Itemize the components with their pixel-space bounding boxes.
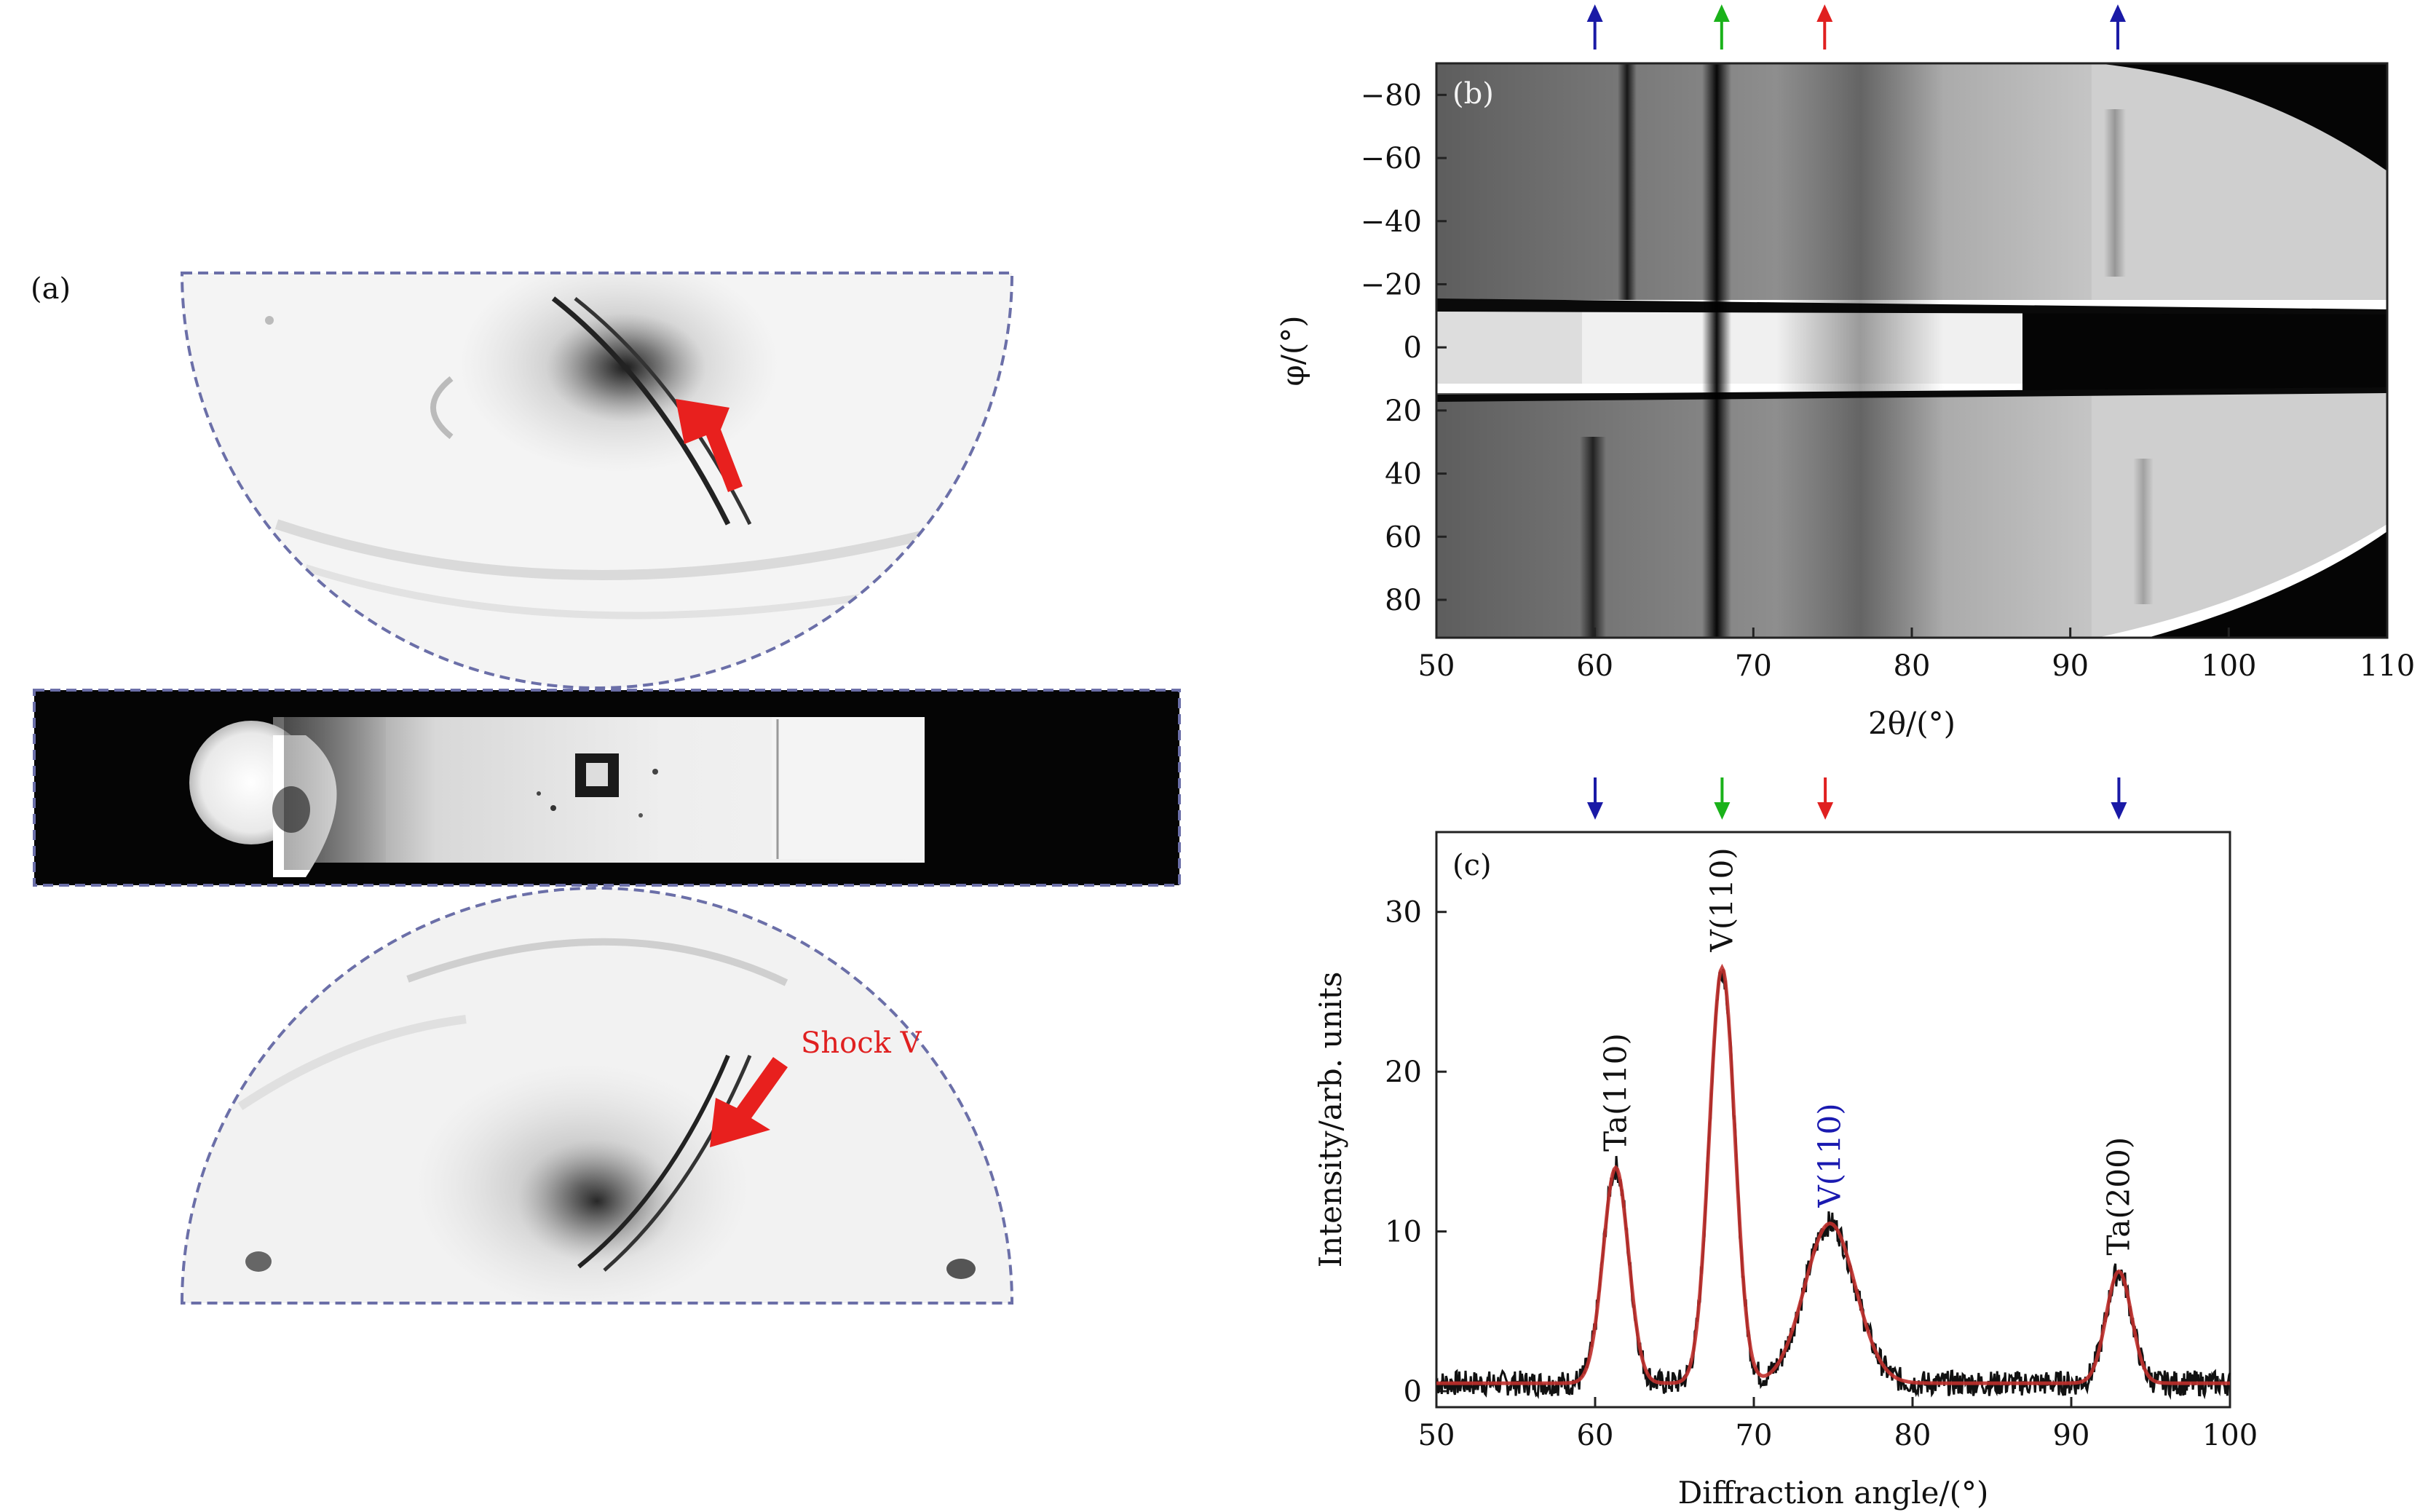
c-y-tick-label: 20 [1385, 1056, 1422, 1089]
panel-b-x-axis: 50 60 70 80 90 100 110 [1418, 628, 2415, 683]
panel-c-label: (c) [1452, 849, 1492, 882]
red-arrow-top [676, 399, 743, 492]
panel-c-peak-arrows [1587, 777, 2127, 820]
c-x-tick-label: 100 [2202, 1419, 2258, 1452]
panel-b-image [1436, 63, 2387, 638]
b-y-tick-label: 80 [1385, 584, 1422, 617]
b-y-tick-label: −40 [1361, 205, 1422, 239]
peak-label: Ta(110) [1597, 1033, 1633, 1152]
c-x-tick-label: 60 [1577, 1419, 1614, 1452]
c-x-tick-label: 50 [1418, 1419, 1455, 1452]
b-x-tick-label: 80 [1894, 649, 1931, 683]
panel-c-x-axis: 50 60 70 80 90 100 [1418, 1397, 2258, 1452]
panel-a-label: (a) [31, 272, 71, 306]
panel-b-y-axis: −80 −60 −40 −20 0 20 40 60 80 [1361, 79, 1447, 617]
panel-c-ylabel: Intensity/arb. units [1313, 972, 1348, 1268]
middle-detector-strip [33, 689, 1181, 887]
peak-arrow-up-head [1713, 4, 1730, 22]
bottom-diffraction-image [180, 887, 1014, 1310]
panel-b-2d-diffraction-map: (b) 50 60 70 80 90 100 110 −80 −60 −40 −20 0 20 40 60… [1275, 62, 2415, 741]
fit-profile-line [1436, 963, 2230, 1385]
peak-arrow-down-head [1714, 802, 1731, 820]
peak-arrow-down-head [2111, 802, 2127, 820]
b-x-tick-label: 90 [2052, 649, 2089, 683]
b-y-tick-label: −60 [1361, 142, 1422, 175]
peak-arrow-down-head [1817, 802, 1834, 820]
peak-label: Ta(200) [2100, 1137, 2136, 1256]
top-image-frame [180, 272, 1014, 689]
panel-c-xlabel: Diffraction angle/(°) [1678, 1475, 1989, 1511]
panel-a-detector-images: (a) [31, 272, 1181, 1310]
peak-label: V(110) [1704, 847, 1739, 952]
top-diffraction-image [180, 272, 1014, 689]
b-x-tick-label: 100 [2201, 649, 2256, 683]
panel-c-frame [1435, 831, 2231, 1409]
peak-label: V(110) [1812, 1103, 1848, 1208]
b-x-tick-label: 70 [1735, 649, 1772, 683]
panel-b-xlabel: 2θ/(°) [1868, 705, 1955, 741]
b-y-tick-label: 20 [1385, 395, 1422, 428]
bottom-image-frame [180, 887, 1014, 1305]
panel-b-label: (b) [1452, 77, 1494, 111]
b-x-tick-label: 60 [1576, 649, 1613, 683]
panel-b-ylabel: φ/(°) [1275, 315, 1310, 386]
c-y-tick-label: 10 [1385, 1216, 1422, 1249]
c-x-tick-label: 80 [1894, 1419, 1931, 1452]
red-arrow-bottom [710, 1057, 788, 1147]
c-y-tick-label: 0 [1404, 1375, 1422, 1409]
c-x-tick-label: 70 [1736, 1419, 1773, 1452]
c-y-tick-label: 30 [1385, 896, 1422, 930]
b-y-tick-label: 40 [1385, 458, 1422, 491]
peak-arrow-up-head [1586, 4, 1603, 22]
shock-v-annotation: Shock V [801, 1026, 922, 1060]
c-x-tick-label: 90 [2053, 1419, 2090, 1452]
b-y-tick-label: 60 [1385, 521, 1422, 554]
measured-profile-line [1435, 968, 2231, 1401]
panel-c-diffraction-profile: (c) 50 60 70 80 90 100 0 10 20 30 Ta(110) V(110) V… [1313, 831, 2258, 1511]
b-x-tick-label: 50 [1418, 649, 1455, 683]
peak-labels: Ta(110) V(110) V(110) Ta(200) [1597, 847, 2136, 1255]
peak-arrow-down-head [1587, 802, 1603, 820]
b-y-tick-label: −20 [1361, 268, 1422, 301]
b-y-tick-label: 0 [1404, 331, 1422, 365]
peak-arrow-up-head [2109, 4, 2126, 22]
peak-arrow-up-head [1816, 4, 1833, 22]
panel-b-peak-arrows [1586, 4, 2126, 50]
panel-c-y-axis: 0 10 20 30 [1385, 896, 1447, 1409]
b-y-tick-label: −80 [1361, 79, 1422, 112]
b-x-tick-label: 110 [2360, 649, 2415, 683]
